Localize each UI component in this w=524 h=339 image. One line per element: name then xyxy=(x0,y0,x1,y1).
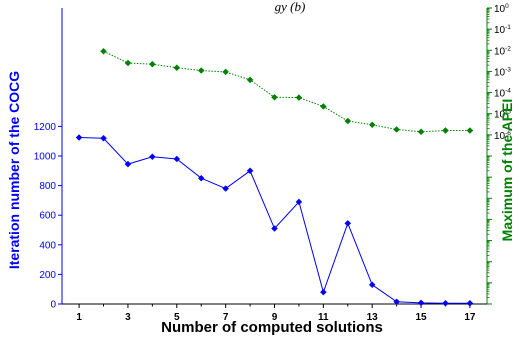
series-left-point xyxy=(124,160,132,168)
series-right-point xyxy=(149,60,156,68)
y-axis-right-label: Maximum of the APEI xyxy=(499,99,515,242)
series-left-point xyxy=(75,134,83,141)
series-right-point xyxy=(222,68,230,76)
series-left-point xyxy=(295,198,303,206)
x-tick-label: 13 xyxy=(367,312,379,323)
x-tick-label: 15 xyxy=(415,312,427,323)
y-right-tick-exponent: -3 xyxy=(505,66,511,73)
x-tick-label: 17 xyxy=(464,312,476,323)
y-left-tick-label: 800 xyxy=(39,181,56,192)
y-left-tick-label: 600 xyxy=(39,211,56,222)
x-tick-label: 1 xyxy=(76,312,82,323)
y-left-tick-label: 400 xyxy=(39,240,56,251)
x-axis-label: Number of computed solutions xyxy=(161,319,383,336)
series-left-point xyxy=(100,134,107,142)
series-right-point xyxy=(368,121,376,129)
series-right-point xyxy=(271,93,278,101)
series-right-point xyxy=(173,64,181,72)
series-right-point xyxy=(100,47,107,55)
series-right-line xyxy=(103,50,470,133)
y-left-tick-label: 1200 xyxy=(34,122,57,133)
y-right-tick-label: 10-4 xyxy=(494,88,511,100)
y-right-tick-label: 10-2 xyxy=(494,45,511,57)
chart-title: gy (b) xyxy=(275,0,306,14)
series-left-point xyxy=(149,153,156,161)
series-left-line xyxy=(79,137,470,304)
x-tick-label: 7 xyxy=(223,312,229,323)
series-left-point xyxy=(393,298,400,306)
series-left-point xyxy=(368,281,376,289)
y-left-tick-label: 0 xyxy=(50,300,56,311)
series-left-point xyxy=(344,219,352,227)
series-right-point xyxy=(393,126,400,133)
series-right-point xyxy=(124,59,132,67)
series-layer xyxy=(75,47,474,307)
y-right-tick-exponent: -4 xyxy=(505,88,511,95)
series-right-point xyxy=(466,127,474,134)
y-right-tick-exponent: -5 xyxy=(505,109,511,116)
series-right-point xyxy=(295,94,303,101)
series-left-point xyxy=(319,288,327,296)
x-tick-label: 11 xyxy=(318,312,329,323)
series-right-point xyxy=(417,128,425,136)
x-tick-label: 3 xyxy=(125,312,131,323)
y-axis-left-label: Iteration number of the COCG xyxy=(6,71,22,269)
y-right-tick-exponent: 0 xyxy=(505,3,509,10)
x-tick-label: 9 xyxy=(272,312,278,323)
y-left-tick-label: 1000 xyxy=(34,152,57,163)
y-right-tick-label: 100 xyxy=(494,3,509,15)
series-right-point xyxy=(197,67,205,74)
series-left-point xyxy=(466,299,474,307)
series-left-point xyxy=(197,174,205,182)
x-tick-label: 5 xyxy=(174,312,180,323)
y-right-tick-exponent: -1 xyxy=(505,24,511,31)
y-right-tick-exponent: -2 xyxy=(505,45,511,52)
series-right-point xyxy=(319,103,327,110)
series-left-point xyxy=(222,185,230,192)
y-right-tick-label: 10-1 xyxy=(494,24,511,36)
series-right-point xyxy=(442,127,449,134)
series-right-point xyxy=(344,117,352,125)
y-left-tick-label: 200 xyxy=(39,270,56,281)
series-left-point xyxy=(173,155,181,163)
y-right-tick-label: 10-3 xyxy=(494,66,511,78)
series-left-point xyxy=(417,299,425,307)
y-right-tick-exponent: -6 xyxy=(505,130,511,137)
series-right-point xyxy=(246,76,254,84)
series-left-point xyxy=(271,225,278,232)
series-left-point xyxy=(246,167,254,175)
series-left-point xyxy=(442,299,449,307)
